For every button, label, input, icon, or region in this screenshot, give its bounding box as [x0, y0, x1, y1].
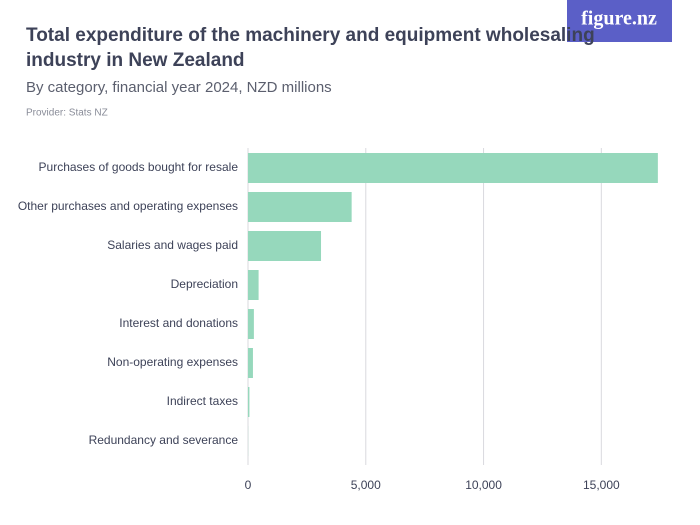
- bar: [248, 192, 352, 222]
- x-tick-label: 5,000: [351, 478, 381, 492]
- y-tick-label: Depreciation: [171, 277, 238, 291]
- y-tick-label: Indirect taxes: [167, 394, 238, 408]
- bar: [248, 348, 253, 378]
- y-tick-label: Purchases of goods bought for resale: [39, 160, 239, 174]
- x-tick-label: 10,000: [465, 478, 502, 492]
- y-tick-label: Other purchases and operating expenses: [18, 199, 238, 213]
- y-tick-label: Non-operating expenses: [107, 355, 238, 369]
- logo-box: [567, 0, 672, 42]
- provider: Provider: Stats NZ: [26, 108, 108, 119]
- chart-title: Total expenditure of the machinery and e…: [26, 25, 595, 71]
- bar: [248, 309, 254, 339]
- bar: [248, 153, 658, 183]
- y-tick-label: Salaries and wages paid: [107, 238, 238, 252]
- logo: figure.nz: [581, 8, 657, 30]
- bar: [248, 270, 259, 300]
- x-tick-label: 0: [245, 478, 252, 492]
- y-tick-label: Redundancy and severance: [89, 433, 239, 447]
- bar: [248, 231, 322, 261]
- chart-subtitle: By category, financial year 2024, NZD mi…: [26, 79, 332, 96]
- x-tick-label: 15,000: [583, 478, 620, 492]
- y-tick-label: Interest and donations: [119, 316, 238, 330]
- bar: [248, 387, 250, 417]
